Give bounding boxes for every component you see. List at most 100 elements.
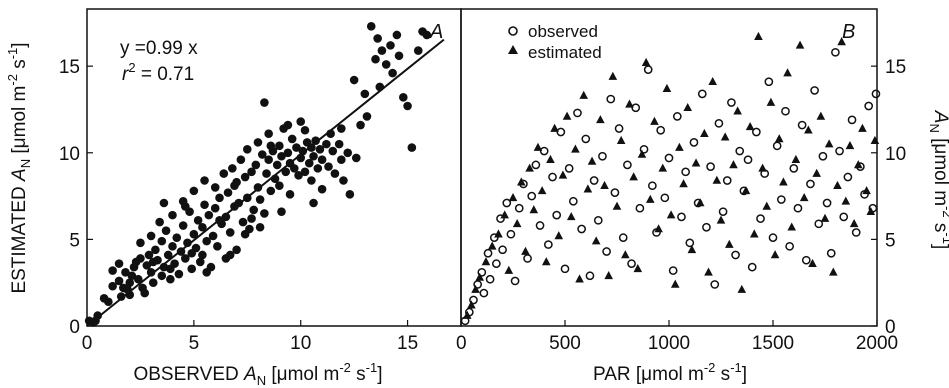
observed-point <box>606 94 616 104</box>
estimated-point <box>575 274 584 283</box>
estimated-point <box>808 258 817 267</box>
data-point <box>317 184 327 194</box>
estimated-point <box>500 210 509 219</box>
observed-point <box>797 120 807 130</box>
data-point <box>377 46 387 55</box>
observed-point <box>831 47 840 57</box>
panel-a-ylabel: ESTIMATED AN [μmol m-2 s-1] <box>5 42 33 293</box>
estimated-point <box>700 128 709 138</box>
observed-point <box>544 240 553 249</box>
data-point <box>275 141 284 151</box>
estimated-point <box>691 158 701 167</box>
observed-point <box>843 172 853 182</box>
panel-a-xtick-label: 5 <box>189 333 200 354</box>
panel-b-ylabel: AN [μmol m-2 s-1] <box>927 110 949 250</box>
data-point <box>91 316 100 326</box>
data-point <box>345 190 355 199</box>
panel-b-xtick-label: 1000 <box>648 333 690 354</box>
estimated-point <box>645 194 655 203</box>
data-point <box>398 93 408 102</box>
panel-b-xtick-label: 500 <box>549 333 581 354</box>
estimated-point <box>554 231 564 240</box>
estimated-point <box>562 111 572 120</box>
observed-point <box>489 233 499 243</box>
estimated-point <box>675 142 684 151</box>
data-point <box>210 203 220 213</box>
estimated-point <box>467 300 476 309</box>
data-point <box>116 292 126 301</box>
observed-point <box>768 233 778 243</box>
data-point <box>219 169 229 178</box>
observed-point <box>756 214 765 223</box>
data-point <box>240 172 250 182</box>
observed-point <box>539 146 549 156</box>
observed-point <box>851 228 861 237</box>
panel-a-xtick-label: 15 <box>397 333 418 354</box>
data-point <box>266 186 276 196</box>
observed-point <box>772 141 782 151</box>
data-point <box>349 75 359 85</box>
panel-a-ytick-label: 10 <box>59 144 80 165</box>
data-point <box>343 148 353 158</box>
observed-point <box>506 229 516 239</box>
data-point <box>264 129 273 139</box>
estimated-point <box>666 210 676 219</box>
estimated-point <box>670 279 680 288</box>
observed-point <box>685 238 695 248</box>
data-point <box>157 271 167 281</box>
estimated-point <box>725 239 734 248</box>
observed-point <box>731 250 740 260</box>
data-point <box>108 266 117 275</box>
panel-a-xtick-label: 0 <box>82 333 93 354</box>
data-point <box>298 146 308 156</box>
data-point <box>146 268 156 277</box>
panel-b-xtick-label: 2000 <box>856 333 898 354</box>
estimated-point <box>766 97 776 106</box>
data-point <box>225 228 235 237</box>
data-point <box>202 268 211 277</box>
observed-point <box>589 176 599 185</box>
data-point <box>168 210 177 220</box>
data-point <box>114 276 124 286</box>
panel-b-letter: B <box>842 21 855 43</box>
estimated-point <box>508 193 518 202</box>
estimated-point <box>849 218 859 228</box>
estimated-point <box>494 229 503 238</box>
data-point <box>262 169 271 178</box>
estimated-point <box>654 224 663 233</box>
observed-point <box>643 65 653 74</box>
estimated-point <box>616 135 626 144</box>
observed-point <box>689 138 699 147</box>
observed-point <box>727 98 736 107</box>
observed-point <box>548 172 557 182</box>
data-point <box>242 145 252 154</box>
observed-point <box>485 274 495 284</box>
observed-point <box>697 89 707 99</box>
estimated-point <box>720 132 730 141</box>
data-point <box>351 153 361 163</box>
data-point <box>371 54 380 64</box>
data-point <box>198 222 207 232</box>
data-point <box>123 285 132 294</box>
estimated-point <box>833 180 842 189</box>
observed-point <box>743 155 753 165</box>
observed-point <box>585 271 595 281</box>
data-point <box>322 139 331 149</box>
observed-point <box>718 207 728 217</box>
observed-point <box>789 164 799 173</box>
data-point <box>225 250 235 260</box>
observed-point <box>593 215 603 225</box>
data-point <box>204 210 214 220</box>
observed-point <box>523 254 532 263</box>
estimated-point <box>824 139 834 148</box>
estimated-point <box>504 265 514 274</box>
data-point <box>300 167 310 177</box>
estimated-point <box>858 123 867 132</box>
estimated-point <box>812 168 821 177</box>
observed-point <box>531 160 541 170</box>
data-point <box>296 153 306 163</box>
observed-point <box>552 210 562 220</box>
data-point <box>337 155 346 165</box>
estimated-point <box>475 272 485 281</box>
data-point <box>198 250 207 260</box>
